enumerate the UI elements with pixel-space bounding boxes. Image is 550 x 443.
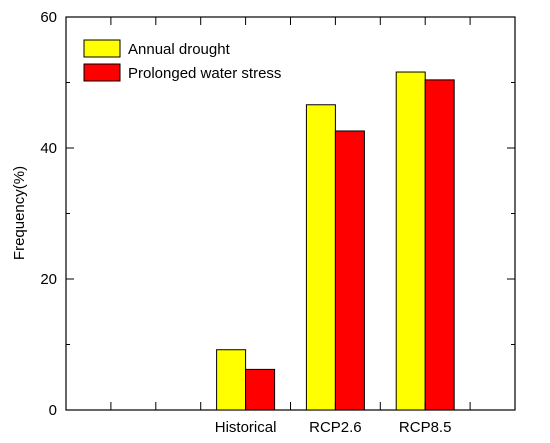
- legend-swatch: [83, 63, 121, 82]
- y-tick-label: 20: [40, 271, 57, 288]
- y-tick-labels: 0 20 40 60: [40, 9, 57, 419]
- bar-annual-drought-rcp26: [305, 104, 336, 411]
- x-category-label: RCP2.6: [309, 419, 362, 436]
- legend-label: Prolonged water stress: [128, 65, 281, 82]
- y-axis-label: Frequency(%): [11, 166, 28, 260]
- bars-group: [216, 71, 455, 411]
- y-tick-label: 40: [40, 140, 57, 157]
- bar-prolonged-water-stress-rcp26: [334, 130, 365, 411]
- bar-annual-drought-historical: [216, 349, 247, 411]
- legend: Annual drought Prolonged water stress: [83, 39, 281, 82]
- y-tick-label: 0: [49, 402, 57, 419]
- legend-label: Annual drought: [128, 41, 231, 58]
- bar-prolonged-water-stress-rcp85: [424, 79, 455, 411]
- x-category-label: RCP8.5: [399, 419, 452, 436]
- bar-prolonged-water-stress-historical: [245, 368, 276, 411]
- legend-swatch: [83, 39, 121, 58]
- ticks-group: [66, 16, 515, 411]
- category-labels: Historical RCP2.6 RCP8.5: [215, 419, 452, 436]
- y-tick-label: 60: [40, 9, 57, 26]
- x-category-label: Historical: [215, 419, 277, 436]
- bar-annual-drought-rcp85: [395, 71, 426, 411]
